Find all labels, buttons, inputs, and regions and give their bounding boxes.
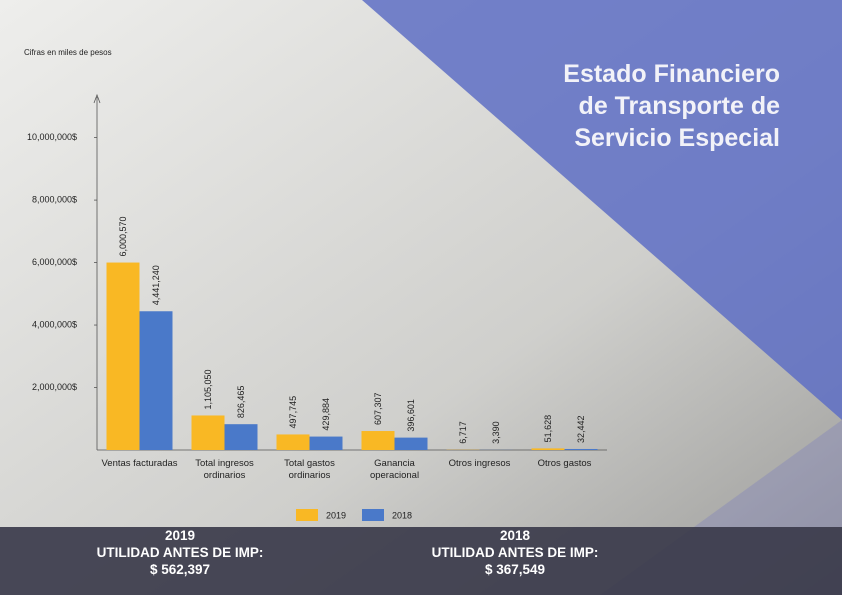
- x-tick-label: Ventas facturadas: [101, 458, 178, 469]
- value-label: 4,441,240: [151, 265, 161, 305]
- bar: [191, 415, 225, 450]
- x-tick-label: Total gastos ordinarios: [284, 458, 335, 481]
- x-tick-label: Total ingresos ordinarios: [195, 458, 254, 481]
- summary-label: UTILIDAD ANTES DE IMP:: [431, 545, 599, 560]
- summary-year: 2019: [164, 528, 196, 543]
- legend-label: 2019: [326, 510, 346, 520]
- bar: [564, 448, 598, 450]
- x-tick-label: Otros gastos: [537, 458, 592, 469]
- axis-arrow: [93, 93, 101, 104]
- summary-year: 2018: [499, 528, 531, 543]
- value-label: 396,601: [406, 399, 416, 432]
- legend-label: 2018: [392, 510, 412, 520]
- x-tick-label: Ganancia operacional: [369, 458, 420, 481]
- bar: [531, 448, 565, 450]
- value-label: 429,884: [321, 398, 331, 431]
- title: Estado Financiero de Transporte de Servi…: [563, 60, 780, 152]
- value-label: 607,307: [373, 392, 383, 425]
- bar: [361, 431, 395, 450]
- blue-triangle: [362, 0, 842, 420]
- bar: [394, 437, 428, 450]
- value-label: 51,628: [543, 415, 553, 443]
- value-label: 497,745: [288, 396, 298, 429]
- footer-band: [0, 527, 842, 595]
- summary-amount: $ 367,549: [484, 562, 546, 577]
- bar: [106, 262, 140, 450]
- subtitle: Cifras en miles de pesos: [24, 48, 112, 57]
- value-label: 1,105,050: [203, 369, 213, 409]
- summary-label: UTILIDAD ANTES DE IMP:: [96, 545, 264, 560]
- y-tick-label: 10,000,000$: [27, 132, 77, 142]
- bar: [139, 311, 173, 450]
- value-label: 32,442: [576, 415, 586, 443]
- value-label: 3,390: [491, 421, 501, 444]
- y-tick-label: 4,000,000$: [32, 319, 77, 329]
- legend-swatch: [362, 509, 384, 521]
- bar: [224, 424, 258, 450]
- x-tick-label: Otros ingresos: [448, 458, 511, 469]
- legend-swatch: [296, 509, 318, 521]
- summary-amount: $ 562,397: [149, 562, 211, 577]
- value-label: 826,465: [236, 386, 246, 419]
- y-tick-label: 8,000,000$: [32, 194, 77, 204]
- y-tick-label: 6,000,000$: [32, 257, 77, 267]
- bar: [276, 434, 310, 450]
- value-label: 6,000,570: [118, 217, 128, 257]
- value-label: 6,717: [458, 421, 468, 444]
- summary-2019: 2019 UTILIDAD ANTES DE IMP: $ 562,397: [50, 527, 310, 578]
- summary-2018: 2018 UTILIDAD ANTES DE IMP: $ 367,549: [385, 527, 645, 578]
- bar: [309, 436, 343, 450]
- y-tick-label: 2,000,000$: [32, 382, 77, 392]
